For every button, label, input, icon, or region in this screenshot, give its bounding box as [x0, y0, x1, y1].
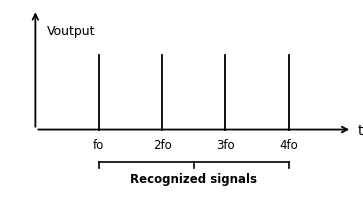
Text: Voutput: Voutput [47, 25, 95, 38]
Text: t: t [357, 123, 363, 137]
Text: Recognized signals: Recognized signals [130, 172, 257, 185]
Text: 2fo: 2fo [153, 138, 171, 151]
Text: 4fo: 4fo [280, 138, 298, 151]
Text: 3fo: 3fo [216, 138, 235, 151]
Text: fo: fo [93, 138, 104, 151]
